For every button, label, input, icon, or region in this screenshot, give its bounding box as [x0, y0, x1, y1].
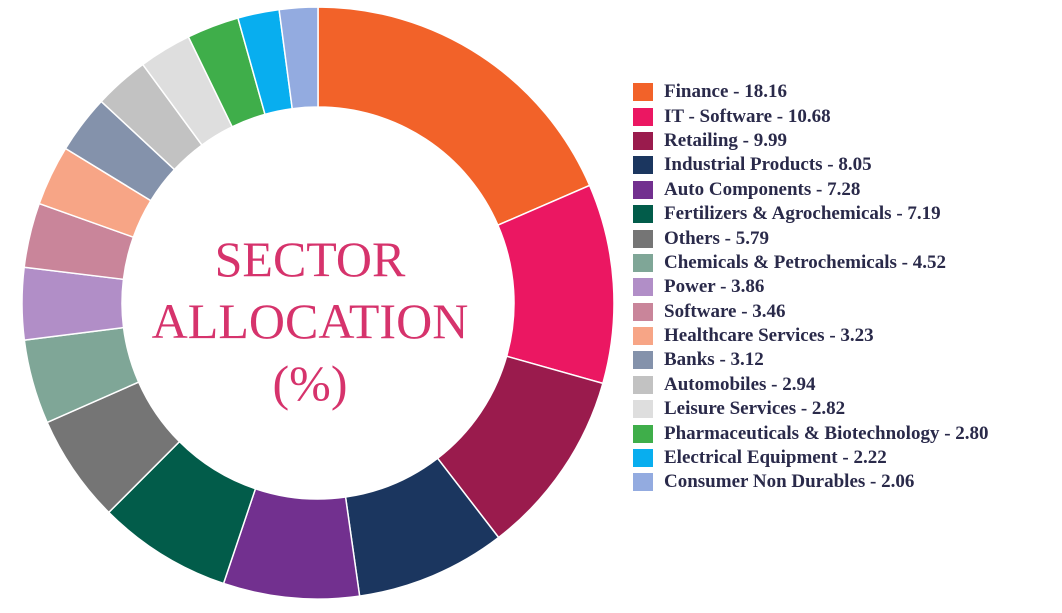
legend-swatch-1: [633, 83, 653, 102]
legend-item-16: Electrical Equipment - 2.22: [633, 446, 989, 470]
chart-title: SECTOR ALLOCATION (%): [140, 228, 480, 414]
legend-swatch-13: [633, 375, 653, 394]
legend-item-9: Power - 3.86: [633, 275, 989, 299]
legend-swatch-17: [633, 473, 653, 492]
slice-17: [278, 6, 319, 110]
legend-label-11: Healthcare Services - 3.23: [664, 325, 874, 347]
legend-item-11: Healthcare Services - 3.23: [633, 324, 989, 348]
legend-item-6: Fertilizers & Agrochemicals - 7.19: [633, 202, 989, 226]
legend-swatch-14: [633, 400, 653, 419]
legend-label-1: Finance - 18.16: [664, 81, 787, 103]
legend-swatch-7: [633, 229, 653, 248]
slice-1: [317, 6, 591, 227]
legend-swatch-12: [633, 351, 653, 370]
legend-swatch-4: [633, 156, 653, 175]
legend-item-17: Consumer Non Durables - 2.06: [633, 470, 989, 494]
legend-label-5: Auto Components - 7.28: [664, 178, 861, 200]
legend-label-16: Electrical Equipment - 2.22: [664, 447, 887, 469]
legend-label-4: Industrial Products - 8.05: [664, 154, 872, 176]
legend-label-15: Pharmaceuticals & Biotechnology - 2.80: [664, 422, 989, 444]
legend-label-14: Leisure Services - 2.82: [664, 398, 846, 420]
legend-item-4: Industrial Products - 8.05: [633, 153, 989, 177]
legend-label-13: Automobiles - 2.94: [664, 373, 816, 395]
legend-swatch-8: [633, 253, 653, 272]
legend-item-5: Auto Components - 7.28: [633, 178, 989, 202]
legend-item-12: Banks - 3.12: [633, 348, 989, 372]
legend-swatch-16: [633, 449, 653, 468]
legend-label-12: Banks - 3.12: [664, 349, 764, 371]
legend-label-2: IT - Software - 10.68: [664, 105, 831, 127]
legend-swatch-6: [633, 205, 653, 224]
legend-label-6: Fertilizers & Agrochemicals - 7.19: [664, 203, 941, 225]
legend-item-3: Retailing - 9.99: [633, 129, 989, 153]
legend-swatch-15: [633, 424, 653, 443]
legend-label-9: Power - 3.86: [664, 276, 765, 298]
donut-chart: [21, 6, 615, 600]
legend-item-8: Chemicals & Petrochemicals - 4.52: [633, 251, 989, 275]
legend-label-10: Software - 3.46: [664, 300, 786, 322]
legend-label-17: Consumer Non Durables - 2.06: [664, 471, 915, 493]
chart-title-line-3: (%): [272, 355, 348, 411]
legend-swatch-11: [633, 327, 653, 346]
legend-label-7: Others - 5.79: [664, 227, 770, 249]
legend-item-15: Pharmaceuticals & Biotechnology - 2.80: [633, 421, 989, 445]
legend-swatch-3: [633, 131, 653, 150]
legend-item-10: Software - 3.46: [633, 300, 989, 324]
chart-title-line-2: ALLOCATION: [151, 293, 469, 349]
legend: Finance - 18.16 IT - Software - 10.68 Reta…: [633, 80, 989, 495]
legend-label-8: Chemicals & Petrochemicals - 4.52: [664, 251, 946, 273]
legend-item-2: IT - Software - 10.68: [633, 104, 989, 128]
legend-swatch-5: [633, 180, 653, 199]
legend-label-3: Retailing - 9.99: [664, 129, 787, 151]
legend-swatch-9: [633, 278, 653, 297]
chart-title-line-1: SECTOR: [214, 231, 406, 287]
legend-item-14: Leisure Services - 2.82: [633, 397, 989, 421]
legend-item-13: Automobiles - 2.94: [633, 373, 989, 397]
legend-swatch-2: [633, 107, 653, 126]
legend-swatch-10: [633, 302, 653, 321]
legend-item-7: Others - 5.79: [633, 226, 989, 250]
legend-item-1: Finance - 18.16: [633, 80, 989, 104]
